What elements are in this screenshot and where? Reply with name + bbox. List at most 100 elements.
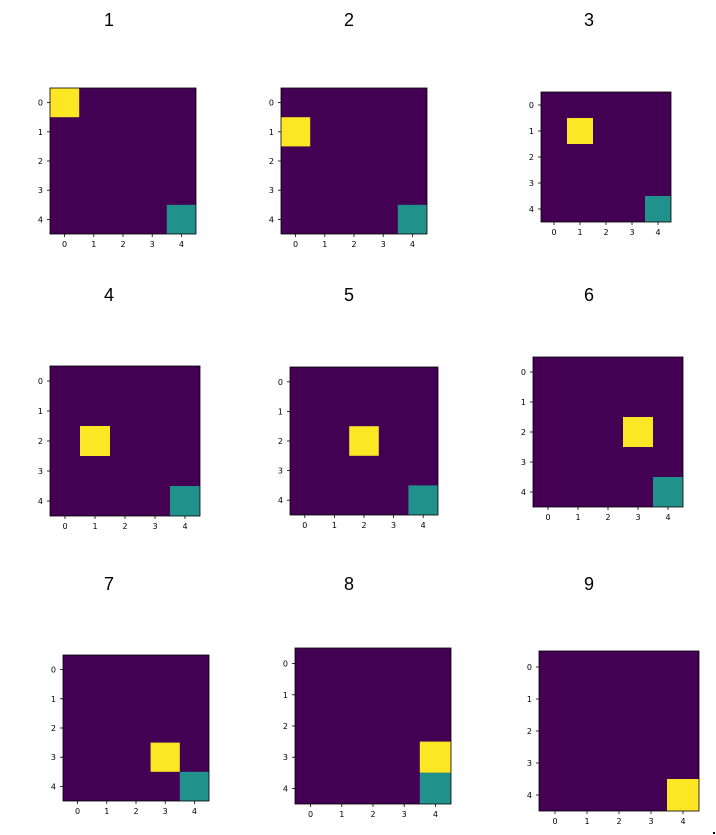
agent-cell bbox=[281, 117, 311, 147]
panel-title-7: 7 bbox=[103, 574, 114, 594]
x-tick-label: 0 bbox=[302, 521, 307, 530]
x-tick-label: 0 bbox=[62, 522, 67, 531]
x-tick-label: 4 bbox=[192, 807, 197, 816]
y-tick-label: 0 bbox=[283, 660, 288, 669]
y-tick-label: 4 bbox=[278, 496, 283, 505]
x-tick-label: 2 bbox=[133, 807, 138, 816]
x-tick-label: 4 bbox=[433, 810, 438, 819]
y-tick-label: 0 bbox=[38, 99, 43, 108]
x-tick-label: 0 bbox=[551, 228, 556, 237]
panel-title-1: 1 bbox=[103, 10, 114, 30]
x-tick-label: 3 bbox=[381, 240, 386, 249]
y-tick-label: 2 bbox=[527, 727, 532, 736]
y-tick-label: 1 bbox=[283, 691, 288, 700]
y-tick-label: 3 bbox=[38, 186, 43, 195]
agent-cell bbox=[80, 426, 110, 456]
x-tick-label: 0 bbox=[308, 810, 313, 819]
y-tick-label: 0 bbox=[269, 99, 274, 108]
y-tick-label: 1 bbox=[529, 127, 534, 136]
x-tick-label: 0 bbox=[62, 240, 67, 249]
y-tick-label: 0 bbox=[278, 378, 283, 387]
goal-cell bbox=[419, 772, 451, 804]
x-tick-label: 2 bbox=[370, 810, 375, 819]
x-tick-label: 4 bbox=[421, 521, 426, 530]
y-tick-label: 0 bbox=[38, 377, 43, 386]
y-tick-label: 1 bbox=[527, 695, 532, 704]
y-tick-label: 3 bbox=[529, 179, 534, 188]
agent-cell bbox=[150, 742, 180, 772]
y-tick-label: 2 bbox=[269, 157, 274, 166]
x-tick-label: 4 bbox=[680, 817, 685, 826]
x-tick-label: 0 bbox=[293, 240, 298, 249]
y-tick-label: 3 bbox=[278, 467, 283, 476]
y-tick-label: 3 bbox=[527, 759, 532, 768]
panel-title-8: 8 bbox=[343, 574, 354, 594]
goal-cell bbox=[179, 771, 209, 801]
x-tick-label: 1 bbox=[104, 807, 109, 816]
x-tick-label: 1 bbox=[584, 817, 589, 826]
y-tick-label: 3 bbox=[521, 458, 526, 467]
panel-title-6: 6 bbox=[583, 285, 594, 305]
y-tick-label: 3 bbox=[283, 753, 288, 762]
y-tick-label: 2 bbox=[278, 437, 283, 446]
y-tick-label: 0 bbox=[521, 368, 526, 377]
y-tick-label: 0 bbox=[51, 666, 56, 675]
agent-cell bbox=[50, 88, 80, 118]
y-tick-label: 0 bbox=[527, 663, 532, 672]
panel-title-2: 2 bbox=[343, 10, 354, 30]
x-tick-label: 2 bbox=[603, 228, 608, 237]
y-tick-label: 2 bbox=[283, 722, 288, 731]
y-tick-label: 2 bbox=[529, 153, 534, 162]
x-tick-label: 3 bbox=[163, 807, 168, 816]
x-tick-label: 1 bbox=[322, 240, 327, 249]
y-tick-label: 3 bbox=[51, 753, 56, 762]
x-tick-label: 1 bbox=[332, 521, 337, 530]
x-tick-label: 3 bbox=[152, 522, 157, 531]
grid-panel-3: 0 1 2 3 4 0 1 2 3 4 bbox=[529, 91, 672, 237]
y-tick-label: 1 bbox=[38, 407, 43, 416]
x-tick-label: 2 bbox=[120, 240, 125, 249]
x-tick-label: 3 bbox=[629, 228, 634, 237]
x-tick-label: 1 bbox=[339, 810, 344, 819]
y-tick-label: 2 bbox=[38, 437, 43, 446]
x-tick-label: 3 bbox=[150, 240, 155, 249]
agent-cell bbox=[567, 118, 593, 144]
x-tick-label: 2 bbox=[351, 240, 356, 249]
goal-cell bbox=[170, 486, 200, 516]
x-tick-label: 4 bbox=[179, 240, 184, 249]
panel-title-5: 5 bbox=[343, 285, 354, 305]
y-tick-label: 1 bbox=[521, 398, 526, 407]
agent-cell bbox=[667, 779, 699, 811]
grid-panel-8: 0 1 2 3 4 0 1 2 3 4 bbox=[283, 647, 452, 819]
grid-panel-7: 0 1 2 3 4 0 1 2 3 4 bbox=[51, 654, 210, 816]
y-tick-label: 2 bbox=[521, 428, 526, 437]
y-tick-label: 4 bbox=[283, 784, 288, 793]
x-tick-label: 3 bbox=[402, 810, 407, 819]
y-tick-label: 4 bbox=[521, 488, 526, 497]
y-tick-label: 4 bbox=[38, 497, 43, 506]
y-tick-label: 2 bbox=[51, 724, 56, 733]
x-tick-label: 4 bbox=[410, 240, 415, 249]
goal-cell bbox=[645, 196, 671, 222]
y-tick-label: 4 bbox=[269, 215, 274, 224]
x-tick-label: 0 bbox=[552, 817, 557, 826]
y-tick-label: 1 bbox=[278, 407, 283, 416]
y-tick-label: 4 bbox=[529, 205, 534, 214]
x-tick-label: 2 bbox=[361, 521, 366, 530]
stray-mark bbox=[713, 832, 715, 834]
grid-panel-4: 0 1 2 3 4 0 1 2 3 4 bbox=[38, 365, 201, 531]
grid-panel-6: 0 1 2 3 4 0 1 2 3 4 bbox=[521, 356, 684, 522]
y-tick-label: 4 bbox=[38, 215, 43, 224]
y-tick-label: 1 bbox=[51, 695, 56, 704]
y-tick-label: 3 bbox=[269, 186, 274, 195]
x-tick-label: 2 bbox=[122, 522, 127, 531]
agent-cell bbox=[419, 741, 451, 773]
x-tick-label: 4 bbox=[655, 228, 660, 237]
y-tick-label: 0 bbox=[529, 101, 534, 110]
x-tick-label: 3 bbox=[648, 817, 653, 826]
y-tick-label: 3 bbox=[38, 467, 43, 476]
grid-panel-5: 0 1 2 3 4 0 1 2 3 4 bbox=[278, 366, 439, 530]
panel-title-9: 9 bbox=[583, 574, 594, 594]
x-tick-label: 0 bbox=[545, 513, 550, 522]
y-tick-label: 4 bbox=[527, 791, 532, 800]
